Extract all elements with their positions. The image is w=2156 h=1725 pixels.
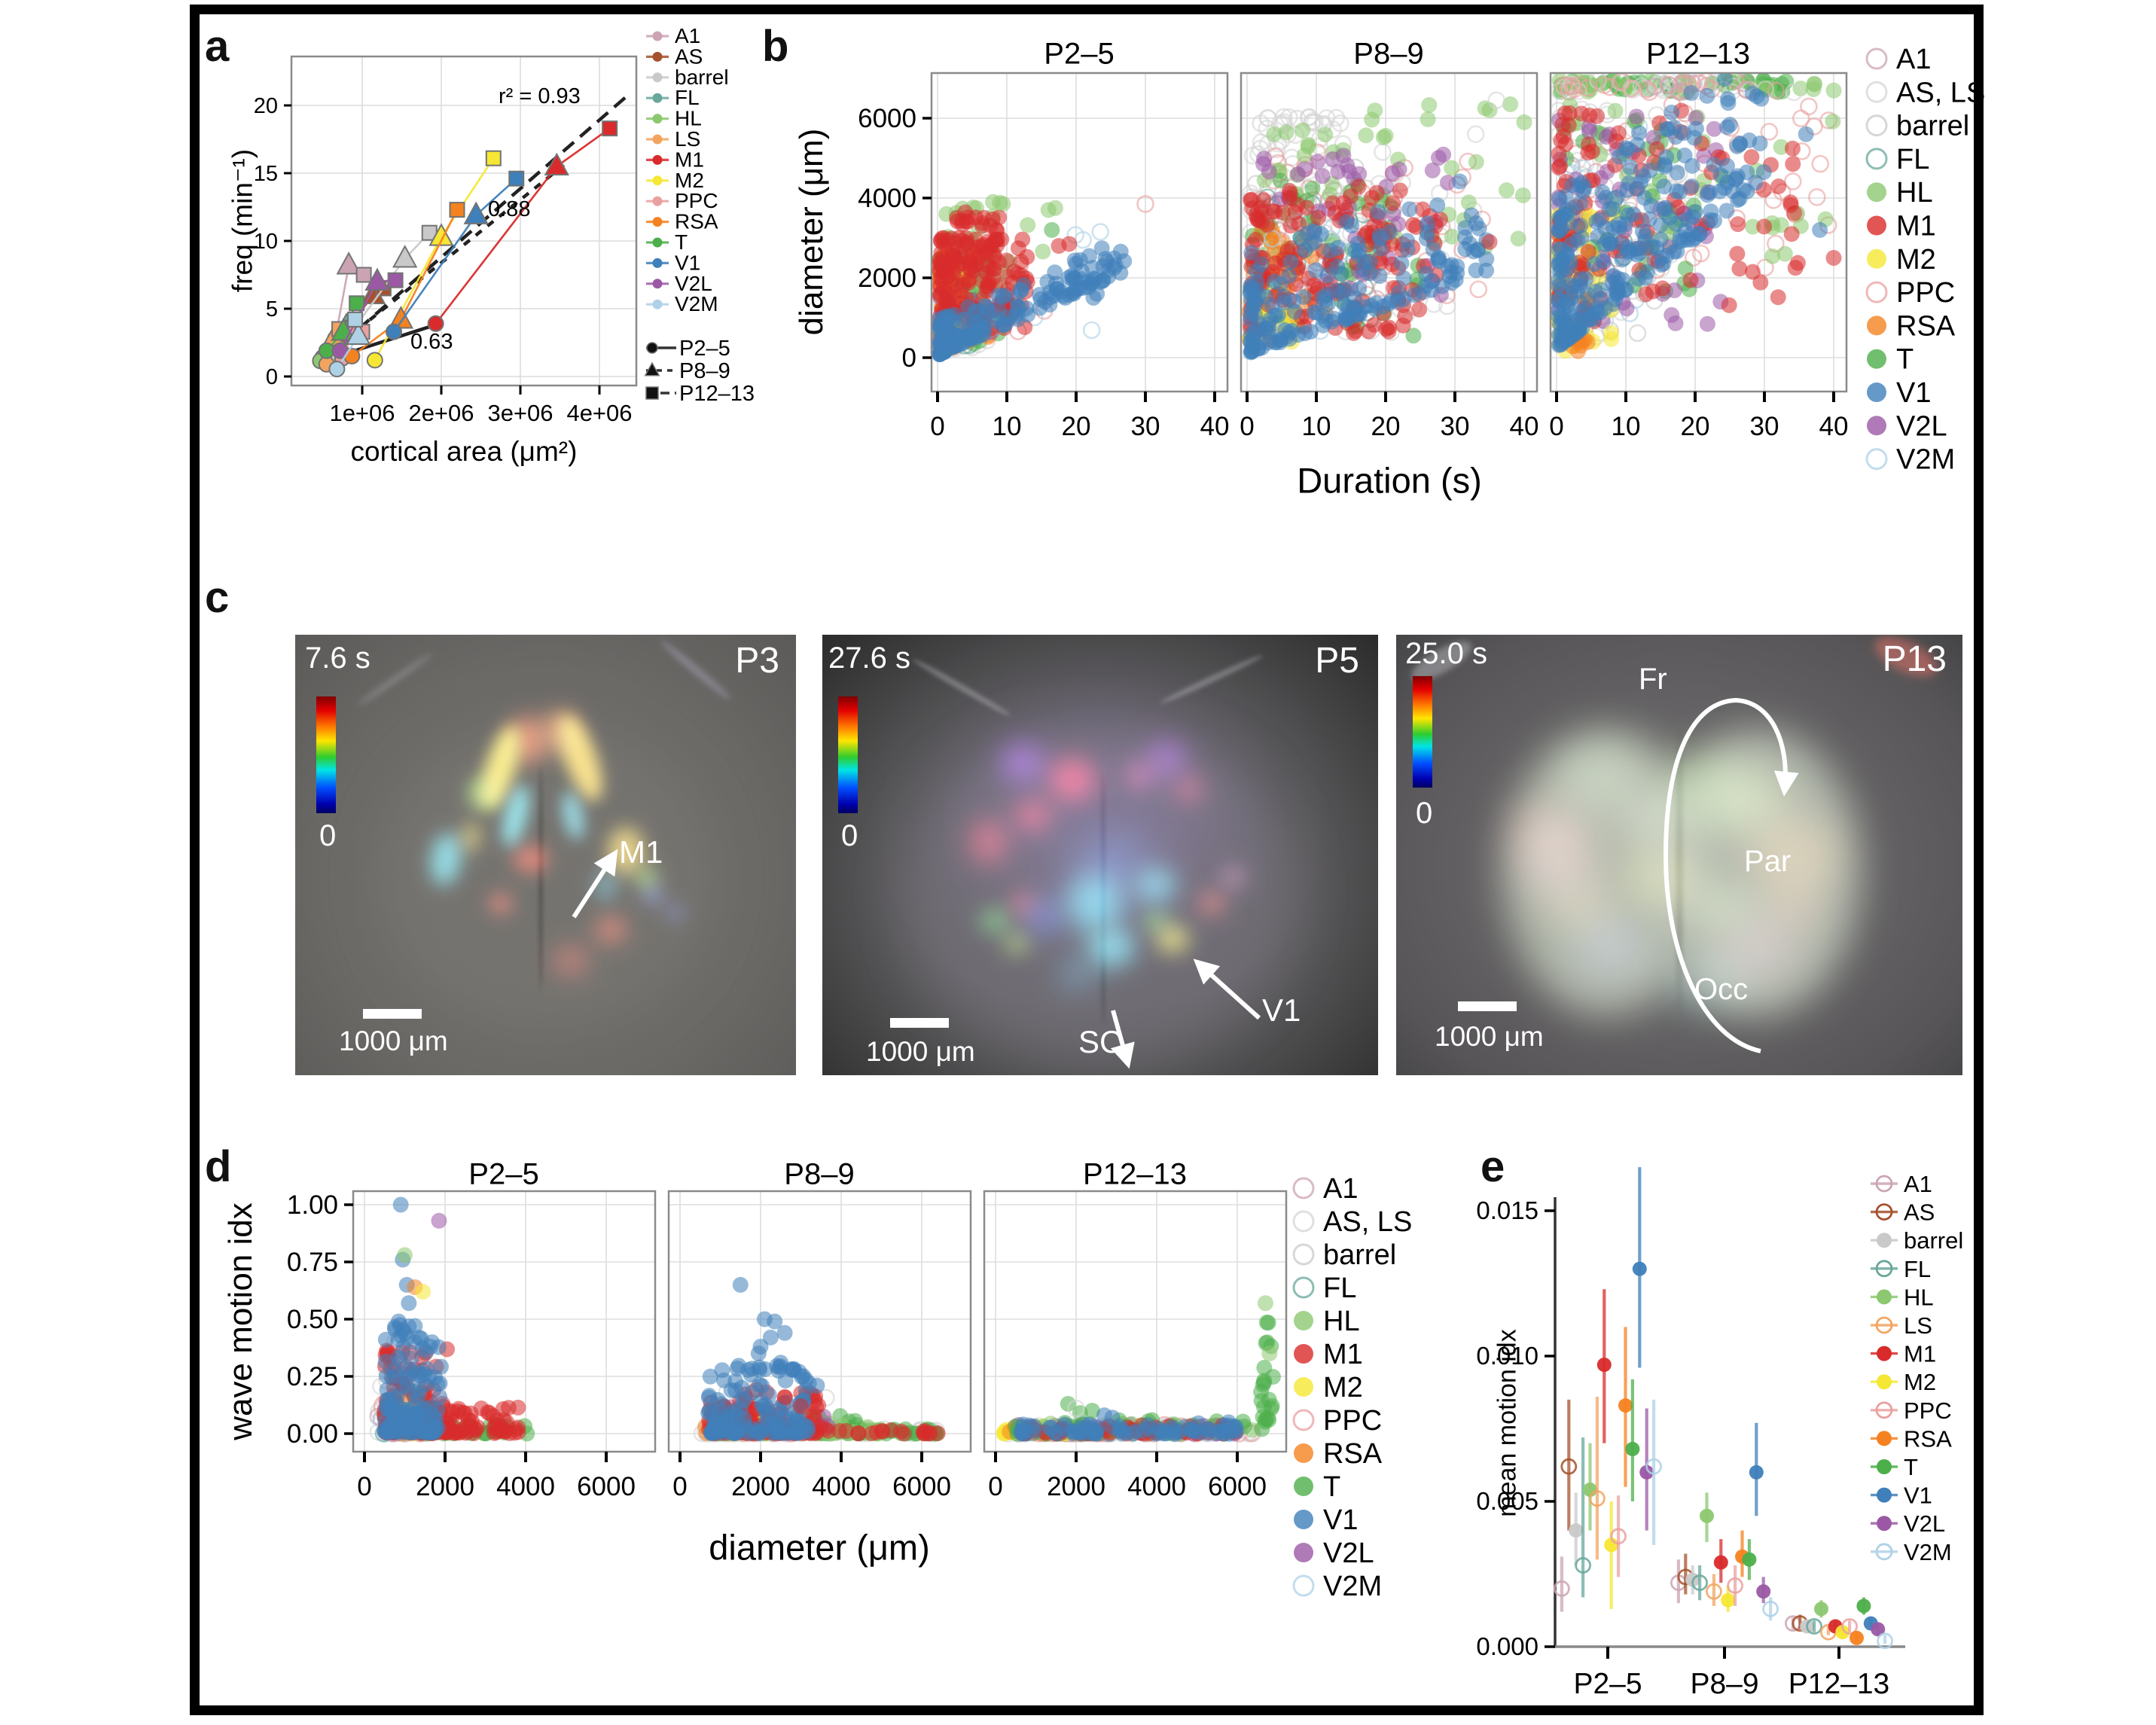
annotation-fr: Fr xyxy=(1639,663,1667,696)
activity-blob xyxy=(1553,881,1614,934)
facet-title-d-p8-9: P8–9 xyxy=(784,1157,855,1191)
activity-blob xyxy=(489,892,512,914)
fit-r2-label-p8-9: 0.88 xyxy=(488,197,531,221)
activity-blob xyxy=(1156,925,1188,952)
scalebar-label-p3: 1000 μm xyxy=(339,1026,448,1056)
panel-d-xlabel: diameter (μm) xyxy=(709,1527,930,1568)
fit-r2-label-p2-5: 0.63 xyxy=(410,330,453,354)
facet-title-d-p12-13: P12–13 xyxy=(1083,1157,1187,1191)
panel-c-label: c xyxy=(205,573,230,622)
colorbar-min-p3: 0 xyxy=(319,819,337,852)
activity-blob xyxy=(644,885,663,904)
panel-e-ylabel: mean motion idx xyxy=(1493,1329,1522,1517)
annotation-m1: M1 xyxy=(619,834,663,870)
activity-blob xyxy=(468,776,499,811)
age-label-p5: P5 xyxy=(1315,641,1359,681)
activity-blob xyxy=(542,711,579,753)
activity-blob xyxy=(971,820,1007,863)
annotation-sc: SC xyxy=(1078,1024,1123,1059)
activity-blob xyxy=(1125,763,1153,788)
colorbar-min-p5: 0 xyxy=(841,819,858,852)
scalebar-label-p13: 1000 μm xyxy=(1435,1021,1544,1052)
panel-a-ylabel: freq (min⁻¹) xyxy=(227,148,258,293)
activity-blob xyxy=(553,945,588,976)
panel-b-ylabel: diameter (μm) xyxy=(793,128,830,336)
activity-blob xyxy=(1617,793,1685,846)
activity-blob xyxy=(1176,777,1203,800)
scalebar-p5 xyxy=(890,1018,949,1028)
activity-blob xyxy=(634,865,657,888)
age-label-p13: P13 xyxy=(1882,639,1947,679)
time-label-p13: 25.0 s xyxy=(1405,637,1487,670)
scalebar-label-p5: 1000 μm xyxy=(866,1036,975,1067)
activity-blob xyxy=(1066,875,1124,932)
activity-blob xyxy=(594,870,618,901)
activity-blob xyxy=(380,726,712,1028)
activity-blob xyxy=(1158,652,1264,706)
activity-blob xyxy=(1197,891,1225,915)
facet-title-b-p8-9: P8–9 xyxy=(1353,37,1424,71)
activity-blob xyxy=(1005,933,1029,953)
activity-blob xyxy=(1049,758,1096,803)
activity-blob xyxy=(1002,744,1043,781)
activity-blob xyxy=(1011,892,1034,914)
activity-blob xyxy=(1144,911,1167,931)
activity-blob xyxy=(980,910,1008,933)
age-label-p3: P3 xyxy=(735,641,779,681)
facet-title-b-p2-5: P2–5 xyxy=(1044,37,1115,71)
activity-blob xyxy=(910,657,1012,719)
colorbar-p3 xyxy=(316,696,336,813)
figure-border xyxy=(190,5,1984,1715)
panel-a-xlabel: cortical area (μm²) xyxy=(350,436,578,467)
activity-blob xyxy=(594,916,627,943)
activity-blob xyxy=(1150,742,1184,774)
panel-d-ylabel: wave motion idx xyxy=(222,1202,259,1440)
annotation-v1: V1 xyxy=(1262,992,1301,1028)
panel-a-label: a xyxy=(205,22,230,71)
scalebar-p3 xyxy=(363,1009,422,1019)
activity-blob xyxy=(538,763,542,990)
panel-d-label: d xyxy=(205,1142,232,1191)
time-label-p3: 7.6 s xyxy=(305,642,371,675)
activity-blob xyxy=(513,846,548,873)
activity-blob xyxy=(1718,772,1787,833)
annotation-occ: Occ xyxy=(1694,973,1749,1006)
scalebar-p13 xyxy=(1458,1001,1517,1011)
activity-blob xyxy=(1059,959,1097,989)
activity-blob xyxy=(1762,881,1823,934)
time-label-p5: 27.6 s xyxy=(828,642,910,675)
activity-blob xyxy=(1222,867,1246,887)
colorbar-p5 xyxy=(838,696,858,813)
colorbar-p13 xyxy=(1413,676,1432,788)
activity-blob xyxy=(508,717,548,764)
panel-b-label: b xyxy=(762,22,789,71)
fit-r2-label-p12-13: r² = 0.93 xyxy=(499,84,581,108)
activity-blob xyxy=(668,904,684,920)
activity-blob xyxy=(1087,928,1135,968)
panel-e-label: e xyxy=(1481,1142,1505,1191)
activity-blob xyxy=(1515,803,1584,864)
activity-blob xyxy=(1691,881,1759,934)
activity-blob xyxy=(1136,868,1176,904)
colorbar-min-p13: 0 xyxy=(1416,797,1433,830)
activity-blob xyxy=(1015,799,1052,831)
facet-title-d-p2-5: P2–5 xyxy=(468,1157,539,1191)
panel-b-xlabel: Duration (s) xyxy=(1297,460,1482,501)
brain-image-p3 xyxy=(295,635,796,1075)
annotation-par: Par xyxy=(1744,845,1792,878)
facet-title-b-p12-13: P12–13 xyxy=(1646,37,1750,71)
